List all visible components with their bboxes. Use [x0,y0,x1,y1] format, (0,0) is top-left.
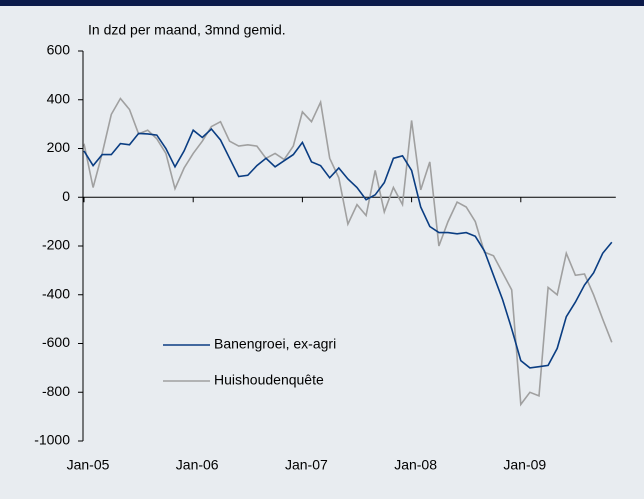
legend-label: Banengroei, ex-agri [214,336,336,352]
y-tick-label: 400 [47,90,71,106]
x-tick-label: Jan-07 [285,457,328,473]
y-tick-label: -800 [42,383,70,399]
x-tick-label: Jan-08 [394,457,437,473]
x-tick-label: Jan-09 [503,457,546,473]
x-tick-label: Jan-05 [67,457,110,473]
y-tick-label: 200 [47,139,71,155]
series-line [83,127,613,369]
top-bar [0,0,644,6]
chart-title: In dzd per maand, 3mnd gemid. [88,22,286,38]
legend-label: Huishoudenquête [214,372,324,388]
y-tick-label: -400 [42,285,70,301]
y-tick-label: -200 [42,237,70,253]
y-tick-label: -600 [42,334,70,350]
x-tick-label: Jan-06 [176,457,219,473]
y-tick-label: -1000 [34,432,70,448]
y-tick-label: 600 [47,42,71,58]
series-line [83,97,613,407]
y-tick-label: 0 [62,188,70,204]
